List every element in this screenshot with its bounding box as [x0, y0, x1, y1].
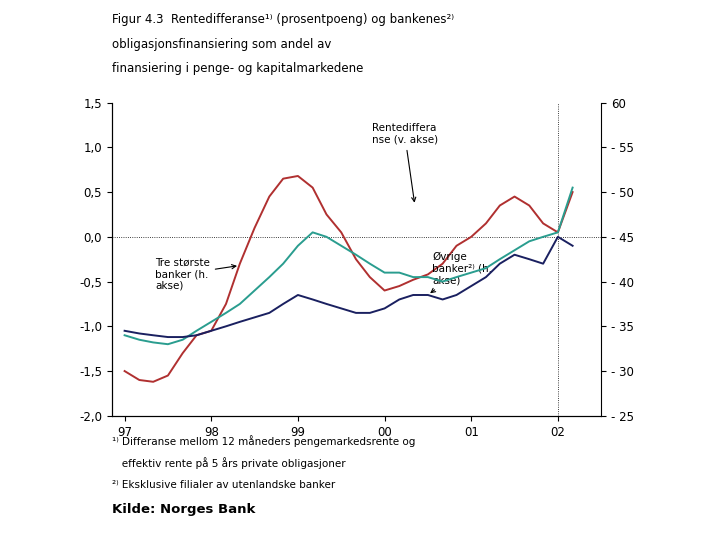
Text: ²⁾ Eksklusive filialer av utenlandske banker: ²⁾ Eksklusive filialer av utenlandske ba…	[112, 480, 335, 490]
Text: ¹⁾ Differanse mellom 12 måneders pengemarkedsrente og: ¹⁾ Differanse mellom 12 måneders pengema…	[112, 435, 415, 447]
Text: Kilde: Norges Bank: Kilde: Norges Bank	[112, 503, 255, 516]
Text: Figur 4.3  Rentedifferanse¹⁾ (prosentpoeng) og bankenes²⁾: Figur 4.3 Rentedifferanse¹⁾ (prosentpoen…	[112, 14, 454, 26]
Text: finansiering i penge- og kapitalmarkedene: finansiering i penge- og kapitalmarkeden…	[112, 62, 363, 75]
Text: Øvrige
banker²⁾ (h.
akse): Øvrige banker²⁾ (h. akse)	[431, 252, 492, 293]
Text: Tre største
banker (h.
akse): Tre største banker (h. akse)	[155, 258, 236, 291]
Text: obligasjonsfinansiering som andel av: obligasjonsfinansiering som andel av	[112, 38, 331, 51]
Text: effektiv rente på 5 års private obligasjoner: effektiv rente på 5 års private obligasj…	[112, 457, 345, 469]
Text: Rentediffera
nse (v. akse): Rentediffera nse (v. akse)	[372, 123, 438, 201]
